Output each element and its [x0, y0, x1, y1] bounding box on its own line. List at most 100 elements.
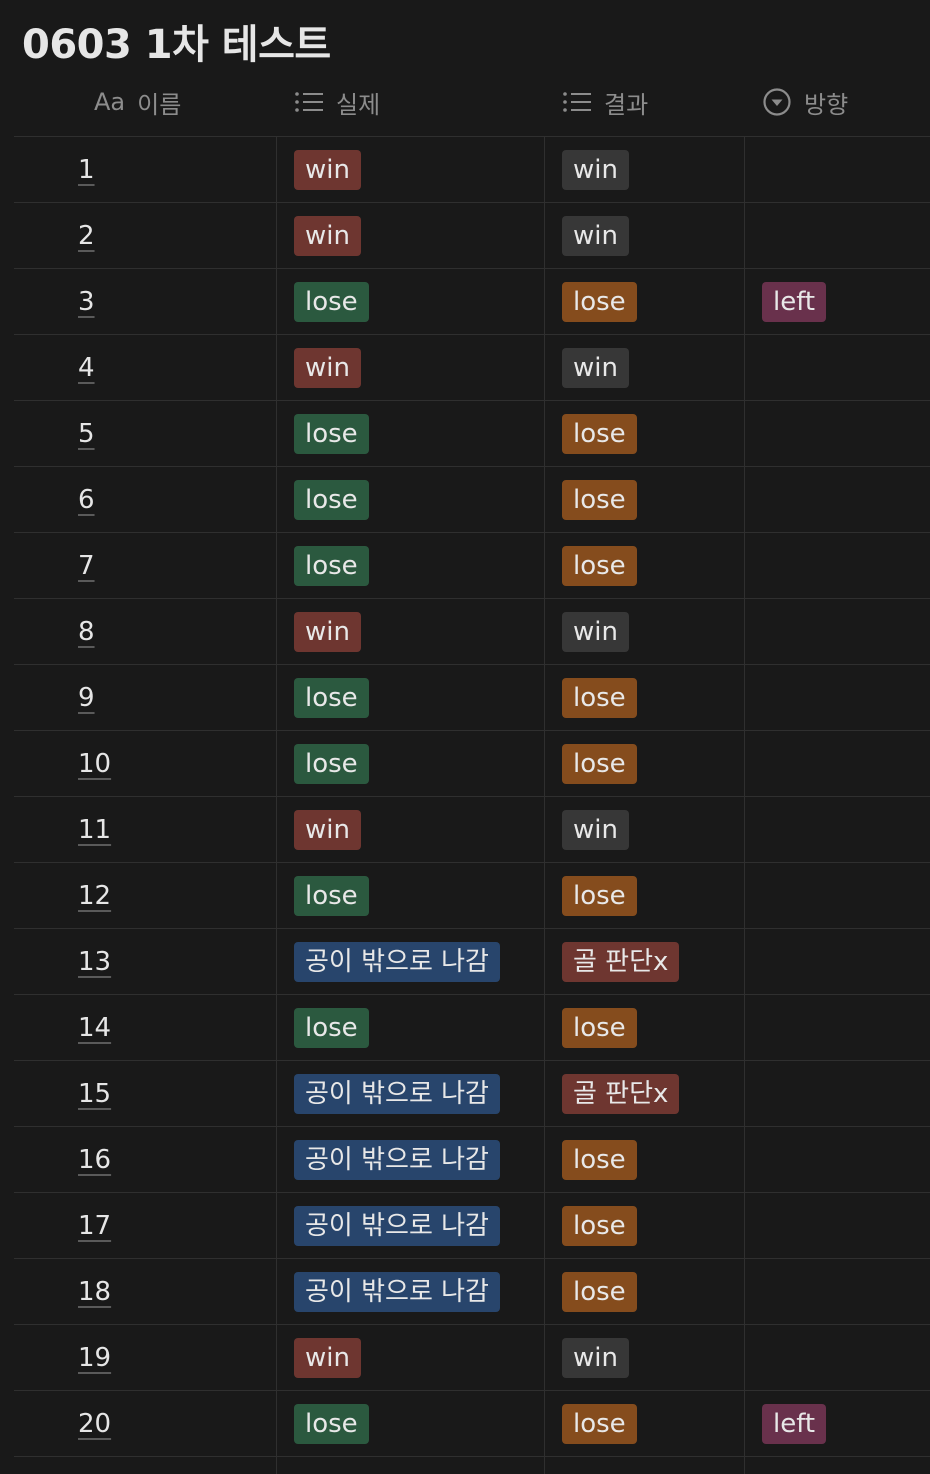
cell-name[interactable]: 3 [14, 269, 276, 334]
table-row[interactable]: 19 win win [14, 1325, 930, 1391]
row-title-link[interactable]: 17 [78, 1210, 112, 1241]
cell-result[interactable]: win [544, 335, 744, 400]
cell-direction[interactable]: left [744, 1391, 930, 1456]
table-row[interactable]: 20 lose lose left [14, 1391, 930, 1457]
cell-result[interactable]: win [544, 599, 744, 664]
cell-actual[interactable]: 공이 밖으로 나감 [276, 1259, 544, 1324]
cell-name[interactable]: 9 [14, 665, 276, 730]
cell-name[interactable]: 20 [14, 1391, 276, 1456]
cell-actual[interactable]: win [276, 335, 544, 400]
cell-name[interactable]: 11 [14, 797, 276, 862]
cell-direction[interactable] [744, 203, 930, 268]
cell-direction[interactable] [744, 797, 930, 862]
cell-actual[interactable]: 공이 밖으로 나감 [276, 1193, 544, 1258]
cell-actual[interactable]: lose [276, 731, 544, 796]
cell-result[interactable]: lose [544, 1259, 744, 1324]
row-title-link[interactable]: 13 [78, 946, 112, 977]
cell-name[interactable]: 17 [14, 1193, 276, 1258]
table-row[interactable]: 11 win win [14, 797, 930, 863]
table-row[interactable]: 17 공이 밖으로 나감 lose [14, 1193, 930, 1259]
table-row[interactable]: 5 lose lose [14, 401, 930, 467]
table-row[interactable]: 12 lose lose [14, 863, 930, 929]
cell-name[interactable]: 4 [14, 335, 276, 400]
table-row[interactable]: 16 공이 밖으로 나감 lose [14, 1127, 930, 1193]
row-title-link[interactable]: 19 [78, 1342, 112, 1373]
cell-name[interactable]: 6 [14, 467, 276, 532]
cell-name[interactable]: 2 [14, 203, 276, 268]
column-header-result[interactable]: 결과 [562, 68, 648, 136]
row-title-link[interactable]: 3 [78, 286, 95, 317]
cell-direction[interactable] [744, 137, 930, 202]
row-title-link[interactable]: 5 [78, 418, 95, 449]
row-title-link[interactable]: 10 [78, 748, 112, 779]
cell-direction[interactable] [744, 731, 930, 796]
cell-direction[interactable] [744, 1193, 930, 1258]
cell-actual[interactable]: lose [276, 665, 544, 730]
cell-actual[interactable]: win [276, 1325, 544, 1390]
cell-name[interactable]: 16 [14, 1127, 276, 1192]
cell-result[interactable]: win [544, 137, 744, 202]
cell-direction[interactable] [744, 995, 930, 1060]
cell-actual[interactable]: 공이 밖으로 나감 [276, 1127, 544, 1192]
cell-result[interactable]: lose [544, 533, 744, 598]
cell-result[interactable]: 골 판단x [544, 929, 744, 994]
table-row[interactable]: 4 win win [14, 335, 930, 401]
cell-result[interactable]: lose [544, 1391, 744, 1456]
cell-actual[interactable]: lose [276, 269, 544, 334]
cell-direction[interactable] [744, 1259, 930, 1324]
cell-actual[interactable]: 공이 밖으로 나감 [276, 1061, 544, 1126]
row-title-link[interactable]: 18 [78, 1276, 112, 1307]
cell-name[interactable]: 5 [14, 401, 276, 466]
cell-result[interactable]: win [544, 1325, 744, 1390]
cell-actual[interactable]: win [276, 797, 544, 862]
row-title-link[interactable]: 2 [78, 220, 95, 251]
cell-name[interactable]: 1 [14, 137, 276, 202]
cell-actual[interactable]: win [276, 137, 544, 202]
table-row[interactable]: 14 lose lose [14, 995, 930, 1061]
cell-direction[interactable] [744, 335, 930, 400]
row-title-link[interactable]: 7 [78, 550, 95, 581]
cell-result[interactable]: lose [544, 269, 744, 334]
table-row[interactable]: 8 win win [14, 599, 930, 665]
cell-name[interactable]: 18 [14, 1259, 276, 1324]
cell-name[interactable]: 13 [14, 929, 276, 994]
table-row[interactable]: 18 공이 밖으로 나감 lose [14, 1259, 930, 1325]
cell-actual[interactable]: lose [276, 863, 544, 928]
cell-direction[interactable] [744, 467, 930, 532]
cell-actual[interactable]: win [276, 203, 544, 268]
row-title-link[interactable]: 1 [78, 154, 95, 185]
row-title-link[interactable]: 15 [78, 1078, 112, 1109]
row-title-link[interactable]: 12 [78, 880, 112, 911]
cell-result[interactable]: lose [544, 401, 744, 466]
cell-direction[interactable] [744, 599, 930, 664]
table-row[interactable]: 15 공이 밖으로 나감 골 판단x [14, 1061, 930, 1127]
cell-direction[interactable]: left [744, 269, 930, 334]
table-row[interactable]: 6 lose lose [14, 467, 930, 533]
cell-actual[interactable]: lose [276, 467, 544, 532]
table-row[interactable]: 13 공이 밖으로 나감 골 판단x [14, 929, 930, 995]
cell-actual[interactable]: 공이 밖으로 나감 [276, 929, 544, 994]
row-title-link[interactable]: 6 [78, 484, 95, 515]
cell-actual[interactable]: lose [276, 995, 544, 1060]
cell-direction[interactable] [744, 401, 930, 466]
table-row[interactable]: 9 lose lose [14, 665, 930, 731]
cell-result[interactable]: lose [544, 731, 744, 796]
cell-actual[interactable]: lose [276, 401, 544, 466]
cell-direction[interactable] [744, 863, 930, 928]
cell-result[interactable]: 골 판단x [544, 1061, 744, 1126]
column-header-name[interactable]: Aa 이름 [94, 68, 181, 136]
cell-name[interactable]: 10 [14, 731, 276, 796]
cell-name[interactable]: 19 [14, 1325, 276, 1390]
table-row[interactable]: 2 win win [14, 203, 930, 269]
column-header-direction[interactable]: 방향 [762, 68, 848, 136]
cell-actual[interactable]: win [276, 599, 544, 664]
table-row[interactable]: 10 lose lose [14, 731, 930, 797]
table-row[interactable]: 7 lose lose [14, 533, 930, 599]
cell-direction[interactable] [744, 665, 930, 730]
cell-direction[interactable] [744, 929, 930, 994]
row-title-link[interactable]: 16 [78, 1144, 112, 1175]
row-title-link[interactable]: 11 [78, 814, 112, 845]
row-title-link[interactable]: 14 [78, 1012, 112, 1043]
row-title-link[interactable]: 8 [78, 616, 95, 647]
cell-direction[interactable] [744, 1127, 930, 1192]
